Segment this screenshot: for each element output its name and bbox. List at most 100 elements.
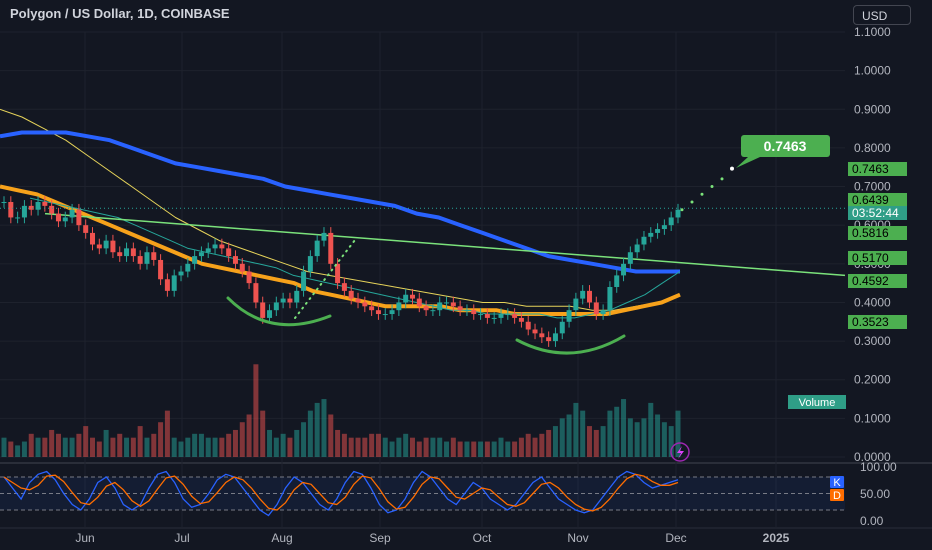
candle-body	[212, 244, 218, 249]
volume-bar	[117, 433, 123, 457]
time-tick-label: Nov	[567, 531, 588, 545]
volume-bar	[552, 426, 558, 457]
lightning-icon-ring[interactable]	[670, 442, 690, 462]
volume-bar	[396, 437, 402, 457]
volume-bar	[178, 441, 184, 457]
volume-bar	[580, 410, 586, 457]
projection-dot	[680, 208, 684, 212]
volume-bar	[294, 429, 300, 457]
candle-body	[450, 302, 456, 307]
chart-title: Polygon / US Dollar, 1D, COINBASE	[10, 6, 230, 21]
candle-body	[103, 240, 109, 249]
candle-body	[546, 337, 552, 342]
candle-body	[614, 275, 620, 287]
volume-bar	[464, 441, 470, 457]
volume-bar	[409, 437, 415, 457]
volume-bar	[103, 429, 109, 457]
price-label-box	[848, 193, 907, 207]
target-callout-pointer	[736, 157, 760, 168]
volume-bar	[1, 437, 7, 457]
candle-body	[280, 298, 286, 303]
candle-body	[382, 314, 388, 316]
candle-body	[335, 263, 341, 284]
volume-bar	[648, 402, 654, 457]
volume-bar	[35, 437, 41, 457]
volume-bar	[8, 441, 14, 457]
volume-bar	[478, 441, 484, 457]
candle-body	[478, 314, 484, 316]
candle-body	[348, 290, 354, 299]
volume-bar	[110, 437, 116, 457]
trendline	[44, 212, 846, 277]
volume-bar	[158, 422, 164, 457]
volume-bar	[90, 437, 96, 457]
candle-body	[130, 248, 136, 257]
volume-bar	[491, 441, 497, 457]
candle-body	[198, 252, 204, 257]
volume-bar	[212, 437, 218, 457]
volume-bar	[198, 433, 204, 457]
volume-bar	[253, 364, 259, 457]
volume-bar	[273, 437, 279, 457]
time-tick-label: 2025	[763, 531, 790, 545]
volume-bar	[151, 433, 157, 457]
target-point	[730, 166, 734, 171]
price-label-text: 0.6439	[852, 193, 889, 207]
volume-bar	[362, 437, 368, 457]
candle-body	[444, 302, 450, 304]
stoch-k-line	[3, 470, 679, 517]
price-label-text: 0.3523	[852, 315, 889, 329]
candle-body	[117, 252, 123, 257]
volume-bar	[382, 437, 388, 457]
candle-body	[552, 333, 558, 342]
candle-body	[559, 321, 565, 334]
volume-bar	[566, 414, 572, 457]
candle-body	[375, 310, 381, 315]
volume-bar	[205, 437, 211, 457]
candle-body	[409, 294, 415, 299]
candle-body	[178, 271, 184, 276]
time-tick-label: Jun	[75, 531, 94, 545]
candle-body	[90, 232, 96, 245]
candle-body	[307, 256, 313, 272]
candle-body	[362, 302, 368, 307]
candle-body	[369, 306, 375, 311]
volume-bar	[42, 437, 48, 457]
time-tick-label: Sep	[369, 531, 391, 545]
candle-body	[246, 271, 252, 284]
candle-body	[8, 202, 14, 218]
candle-body	[267, 310, 273, 318]
price-tick-label: 0.1000	[854, 411, 891, 425]
candle-body	[389, 310, 395, 315]
candle-body	[668, 217, 674, 226]
volume-bar	[444, 441, 450, 457]
candle-body	[253, 283, 259, 303]
projection-dot	[710, 185, 714, 189]
volume-bar	[498, 437, 504, 457]
price-tick-label: 1.0000	[854, 64, 891, 78]
volume-bar	[192, 433, 198, 457]
stoch-tick-label: 0.00	[860, 514, 884, 528]
candle-body	[586, 290, 592, 303]
volume-bar	[423, 437, 429, 457]
candle-body	[226, 248, 232, 257]
volume-bar	[69, 437, 75, 457]
time-tick-label: Oct	[473, 531, 492, 545]
candle-body	[484, 314, 490, 318]
volume-bar	[607, 410, 613, 457]
candle-body	[573, 298, 579, 311]
candle-body	[144, 252, 150, 264]
candle-body	[219, 244, 225, 249]
candle-body	[648, 232, 654, 237]
candle-body	[621, 263, 627, 276]
volume-bar	[518, 437, 524, 457]
volume-bar	[83, 426, 89, 457]
currency-button[interactable]: USD	[853, 5, 911, 25]
lightning-icon[interactable]	[677, 446, 684, 459]
price-label-box	[848, 274, 907, 288]
volume-bar	[532, 437, 538, 457]
volume-label-box	[788, 395, 846, 409]
